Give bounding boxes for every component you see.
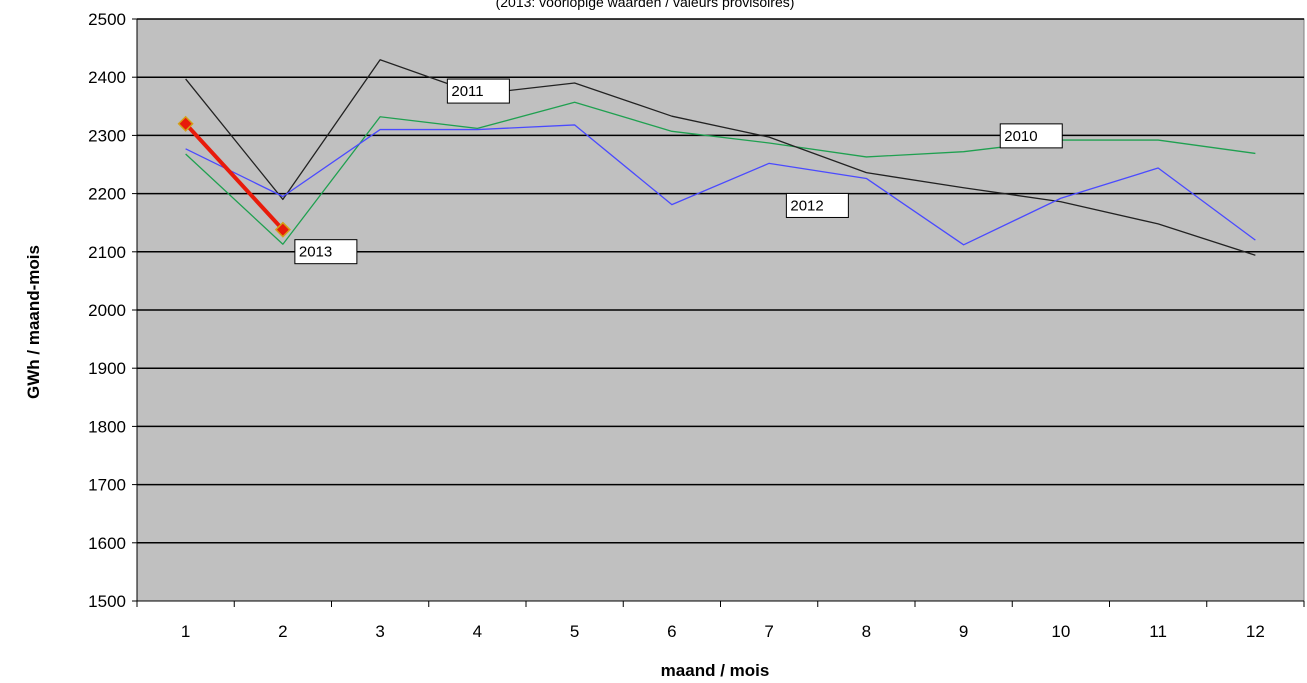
y-tick-label-2100: 2100 (88, 243, 126, 262)
series-label-text-2010: 2010 (1004, 128, 1037, 145)
y-tick-label-1900: 1900 (88, 359, 126, 378)
series-label-text-2011: 2011 (451, 83, 483, 100)
y-tick-label-2300: 2300 (88, 126, 126, 145)
y-tick-label-2000: 2000 (88, 301, 126, 320)
y-tick-label-1700: 1700 (88, 476, 126, 495)
series-label-box-2012 (785, 192, 849, 218)
x-tick-label-4: 4 (473, 622, 482, 641)
y-tick-label-1500: 1500 (88, 592, 126, 611)
series-label-2011: 2011 (446, 78, 510, 104)
y-axis-ticks: 1500 1600 1700 1800 1900 2000 2100 2200 2300 2400… (88, 10, 137, 611)
x-tick-label-2: 2 (278, 622, 287, 641)
series-line-2013 (184, 122, 285, 232)
x-tick-label-1: 1 (181, 622, 190, 641)
x-tick-label-6: 6 (667, 622, 676, 641)
x-tick-label-8: 8 (862, 622, 871, 641)
x-tick-label-9: 9 (959, 622, 968, 641)
series-markers (177, 115, 291, 238)
series-label-box-2010 (999, 123, 1063, 149)
series-lines (184, 59, 1256, 256)
series-label-text-2013: 2013 (299, 244, 332, 261)
x-tick-label-12: 12 (1246, 622, 1265, 641)
chart-subtitle: (2013: voorlopige waarden / valeurs prov… (496, 0, 795, 10)
y-tick-label-2200: 2200 (88, 185, 126, 204)
x-tick-label-10: 10 (1051, 622, 1070, 641)
x-tick-label-3: 3 (375, 622, 384, 641)
x-axis-label: maand / mois (661, 661, 770, 680)
series-label-box-2013 (294, 239, 358, 265)
y-tick-label-1800: 1800 (88, 417, 126, 436)
series-line-2011 (185, 59, 1256, 256)
series-line-2010 (185, 101, 1256, 245)
y-axis-label: GWh / maand-mois (24, 245, 43, 399)
series-line-2012 (185, 124, 1256, 246)
y-tick-label-1600: 1600 (88, 534, 126, 553)
x-tick-label-7: 7 (764, 622, 773, 641)
gridlines (137, 18, 1304, 544)
y-tick-label-2500: 2500 (88, 10, 126, 29)
series-label-2013: 2013 (294, 239, 358, 265)
series-label-box-2011 (446, 78, 510, 104)
series-marker-2013-1 (177, 115, 194, 132)
x-tick-label-5: 5 (570, 622, 579, 641)
series-label-2010: 2010 (999, 123, 1063, 149)
series-labels: 2011 2010 2012 2013 (294, 78, 1063, 265)
x-axis-ticks: 1 2 3 4 5 6 7 8 9 10 11 12 (136, 19, 1305, 641)
series-label-text-2012: 2012 (790, 197, 823, 214)
series-label-2012: 2012 (785, 192, 849, 218)
series-marker-2013-2 (274, 221, 291, 238)
x-tick-label-11: 11 (1149, 622, 1167, 641)
y-tick-label-2400: 2400 (88, 68, 126, 87)
